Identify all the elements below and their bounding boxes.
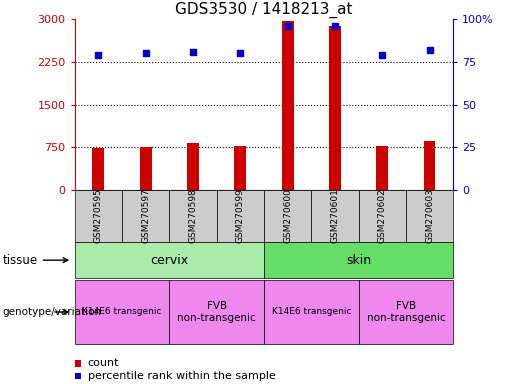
Text: count: count xyxy=(88,358,119,368)
Text: GSM270601: GSM270601 xyxy=(331,189,339,243)
Text: GSM270603: GSM270603 xyxy=(425,189,434,243)
Point xyxy=(378,52,386,58)
Text: genotype/variation: genotype/variation xyxy=(3,307,101,317)
Bar xyxy=(406,190,453,242)
Point xyxy=(331,23,339,29)
Text: GSM270595: GSM270595 xyxy=(94,189,103,243)
Bar xyxy=(329,26,341,190)
Bar xyxy=(169,190,217,242)
Text: percentile rank within the sample: percentile rank within the sample xyxy=(88,371,276,381)
Text: FVB
non-transgenic: FVB non-transgenic xyxy=(177,301,256,323)
Bar xyxy=(264,190,311,242)
Text: GSM270600: GSM270600 xyxy=(283,189,292,243)
Text: GSM270602: GSM270602 xyxy=(377,189,387,243)
Bar xyxy=(424,141,436,190)
Bar xyxy=(264,242,453,278)
Text: GSM270599: GSM270599 xyxy=(236,189,245,243)
Bar xyxy=(75,373,81,379)
Point xyxy=(236,50,245,56)
Bar xyxy=(92,149,104,190)
Point xyxy=(142,50,150,56)
Text: tissue: tissue xyxy=(3,254,68,266)
Bar xyxy=(75,242,264,278)
Bar xyxy=(75,280,169,344)
Bar xyxy=(217,190,264,242)
Text: K14E6 transgenic: K14E6 transgenic xyxy=(82,308,162,316)
Bar xyxy=(75,360,81,367)
Bar xyxy=(376,146,388,190)
Bar xyxy=(234,146,246,190)
Bar xyxy=(140,147,151,190)
Bar xyxy=(358,190,406,242)
Title: GDS3530 / 1418213_at: GDS3530 / 1418213_at xyxy=(175,2,353,18)
Text: FVB
non-transgenic: FVB non-transgenic xyxy=(367,301,445,323)
Text: skin: skin xyxy=(346,254,371,266)
Point xyxy=(425,47,434,53)
Point xyxy=(283,23,291,29)
Text: GSM270597: GSM270597 xyxy=(141,189,150,243)
Bar xyxy=(122,190,169,242)
Bar xyxy=(187,143,199,190)
Text: K14E6 transgenic: K14E6 transgenic xyxy=(271,308,351,316)
Bar xyxy=(358,280,453,344)
Text: GSM270598: GSM270598 xyxy=(188,189,197,243)
Bar xyxy=(311,190,358,242)
Bar xyxy=(282,22,294,190)
Point xyxy=(94,52,102,58)
Point xyxy=(189,49,197,55)
Text: cervix: cervix xyxy=(150,254,188,266)
Bar xyxy=(75,190,122,242)
Bar xyxy=(264,280,358,344)
Bar xyxy=(169,280,264,344)
